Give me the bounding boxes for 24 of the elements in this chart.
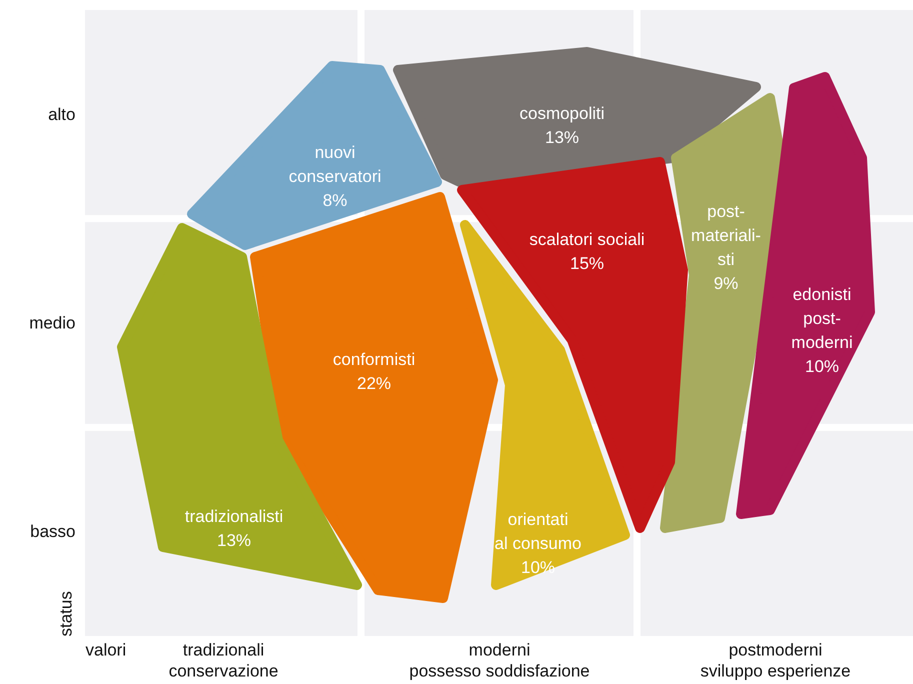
text: status (56, 591, 76, 636)
category-label: alto (48, 104, 76, 124)
data-label: 9% (714, 274, 738, 293)
category-label: scalatori sociali (529, 230, 645, 249)
category-label: edonisti post- moderni (791, 285, 853, 352)
text: postmoderni sviluppo esperienze (700, 640, 851, 680)
category-label: post- materiali- sti (691, 202, 761, 269)
category-label: nuovi conservatori (288, 143, 382, 186)
category-label: conformisti (332, 350, 416, 369)
category-label: basso (30, 522, 76, 542)
text: tradizionali conservazione (168, 640, 278, 680)
category-label: medio (29, 314, 76, 332)
data-label: 13% (216, 531, 252, 550)
text: moderni possesso soddisfazione (409, 640, 590, 680)
text: valori (86, 640, 126, 660)
data-label: 10% (804, 357, 840, 376)
category-label: tradizionalisti (184, 507, 284, 526)
data-label: 22% (356, 374, 392, 393)
data-label: 10% (520, 558, 556, 577)
category-label: orientati al consumo (494, 510, 582, 553)
data-label: 8% (322, 191, 348, 210)
data-label: 15% (570, 254, 604, 273)
category-label: cosmopoliti (519, 104, 605, 123)
data-label: 13% (544, 128, 580, 147)
